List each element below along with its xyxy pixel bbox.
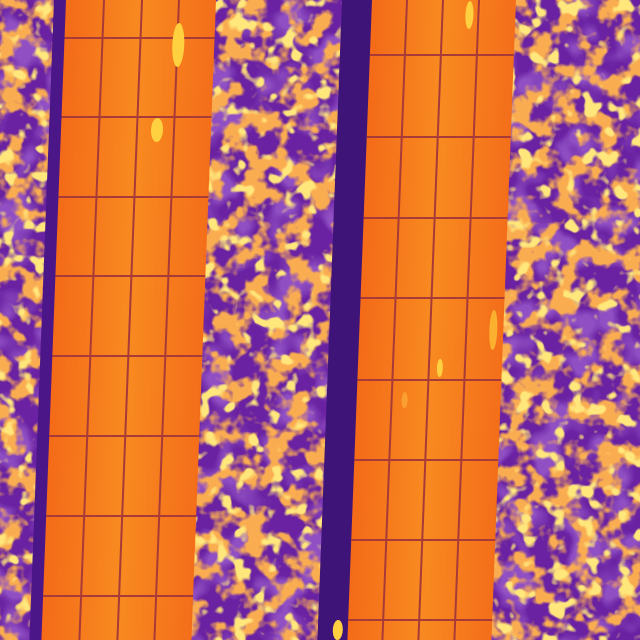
hot-spot (150, 118, 164, 142)
shadow-gap (317, 0, 376, 640)
hot-spot (172, 23, 185, 67)
panel-rows (29, 0, 516, 640)
shadow-left (29, 0, 68, 640)
hot-spot (401, 392, 408, 408)
panel-grid-right (348, 0, 514, 640)
panel-grid-left (43, 0, 215, 640)
hot-spot (436, 359, 443, 377)
hot-spots (150, 1, 498, 640)
hot-spot (489, 310, 498, 350)
hot-spot (465, 1, 474, 29)
hot-spot (332, 620, 343, 640)
